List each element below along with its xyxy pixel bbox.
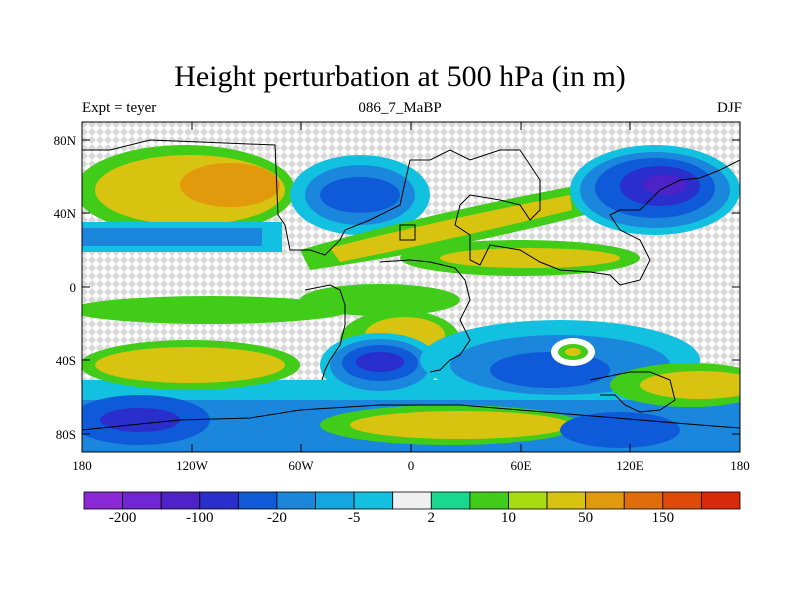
continent-outlines bbox=[82, 139, 740, 431]
colorbar-swatch bbox=[430, 491, 471, 510]
colorbar-swatch bbox=[546, 491, 587, 510]
colorbar-swatch bbox=[83, 491, 123, 510]
lon-label-180w: 180 bbox=[72, 458, 92, 473]
lon-label-180e: 180 bbox=[730, 458, 750, 473]
lat-label-40n: 40N bbox=[53, 206, 76, 221]
lat-label-eq: 0 bbox=[69, 280, 77, 295]
colorbar-swatch bbox=[701, 491, 741, 510]
colorbar-label: 2 bbox=[427, 510, 436, 526]
lon-ticks bbox=[191, 122, 631, 452]
lat-label-80s: 80S bbox=[55, 427, 76, 442]
lon-label-60w: 60W bbox=[288, 458, 314, 473]
colorbar-label: 10 bbox=[500, 510, 516, 526]
colorbar-label: 50 bbox=[578, 510, 594, 526]
colorbar-label: -200 bbox=[108, 510, 137, 526]
lat-ticks bbox=[82, 139, 740, 435]
lat-label-40s: 40S bbox=[55, 353, 76, 368]
season-label: DJF bbox=[716, 100, 742, 116]
case-label: 086_7_MaBP bbox=[358, 100, 442, 116]
colorbar-swatch bbox=[662, 491, 702, 510]
colorbar-swatch bbox=[508, 491, 548, 510]
colorbar-swatch bbox=[585, 491, 625, 510]
colorbar-swatch bbox=[237, 491, 278, 510]
colorbar-swatch bbox=[392, 491, 432, 510]
contour-field bbox=[82, 122, 740, 452]
map-title: Height perturbation at 500 hPa (in m) bbox=[174, 60, 626, 93]
colorbar-swatch bbox=[122, 491, 162, 510]
colorbar-swatch bbox=[469, 491, 509, 510]
experiment-label: Expt = teyer bbox=[82, 100, 157, 116]
colorbar bbox=[83, 491, 741, 510]
colorbar-label: -100 bbox=[186, 510, 214, 526]
colorbar-label: 150 bbox=[651, 510, 675, 526]
colorbar-swatch bbox=[160, 491, 201, 510]
lon-label-0: 0 bbox=[407, 458, 415, 473]
lat-label-80n: 80N bbox=[53, 133, 76, 148]
lon-label-60e: 60E bbox=[510, 458, 532, 473]
colorbar-label: -20 bbox=[266, 510, 287, 526]
colorbar-swatch bbox=[276, 491, 316, 510]
colorbar-swatch bbox=[623, 491, 664, 510]
lon-label-120e: 120E bbox=[616, 458, 644, 473]
colorbar-swatch bbox=[353, 491, 394, 510]
lon-label-120w: 120W bbox=[176, 458, 208, 473]
colorbar-label: -5 bbox=[347, 510, 361, 526]
colorbar-swatch bbox=[199, 491, 239, 510]
colorbar-swatch bbox=[315, 491, 355, 510]
